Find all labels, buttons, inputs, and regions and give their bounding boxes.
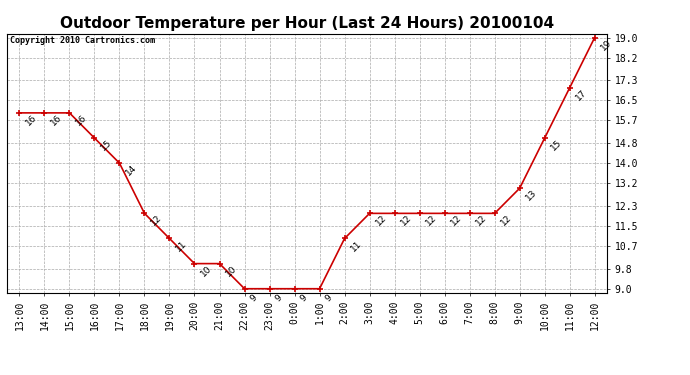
Text: 16: 16: [74, 113, 88, 128]
Text: 12: 12: [374, 213, 388, 228]
Text: Copyright 2010 Cartronics.com: Copyright 2010 Cartronics.com: [10, 36, 155, 45]
Text: 9: 9: [248, 293, 259, 303]
Text: 11: 11: [174, 238, 188, 253]
Text: 9: 9: [274, 293, 284, 303]
Text: 11: 11: [348, 238, 363, 253]
Text: 15: 15: [549, 138, 563, 153]
Text: 12: 12: [499, 213, 513, 228]
Title: Outdoor Temperature per Hour (Last 24 Hours) 20100104: Outdoor Temperature per Hour (Last 24 Ho…: [60, 16, 554, 31]
Text: 12: 12: [399, 213, 413, 228]
Text: 19: 19: [599, 38, 613, 52]
Text: 9: 9: [299, 293, 309, 303]
Text: 10: 10: [199, 264, 213, 278]
Text: 12: 12: [474, 213, 489, 228]
Text: 12: 12: [424, 213, 438, 228]
Text: 12: 12: [148, 213, 163, 228]
Text: 12: 12: [448, 213, 463, 228]
Text: 16: 16: [48, 113, 63, 128]
Text: 17: 17: [574, 88, 589, 102]
Text: 10: 10: [224, 264, 238, 278]
Text: 16: 16: [23, 113, 38, 128]
Text: 14: 14: [124, 163, 138, 178]
Text: 9: 9: [324, 293, 334, 303]
Text: 13: 13: [524, 188, 538, 203]
Text: 15: 15: [99, 138, 113, 153]
